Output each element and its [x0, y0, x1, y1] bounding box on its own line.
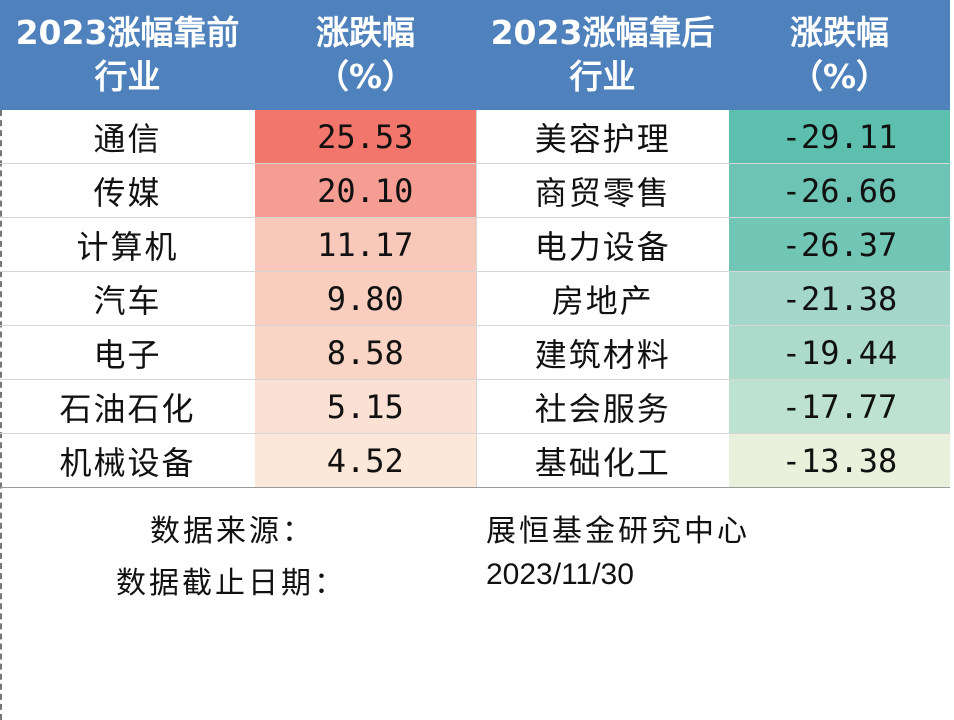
table-row: 传媒 20.10 商贸零售 -26.66 [0, 163, 950, 218]
top-industry-value: 8.58 [255, 325, 477, 380]
top-industry-name: 机械设备 [0, 433, 255, 488]
bottom-industry-name: 基础化工 [476, 433, 729, 488]
source-value: 展恒基金研究中心 [486, 514, 750, 549]
industry-performance-table: 2023涨幅靠前 行业 涨跌幅 （%） 2023涨幅靠后 行业 涨跌幅 （%） … [0, 0, 950, 488]
bottom-industry-name: 美容护理 [476, 110, 729, 164]
bottom-industry-name: 建筑材料 [476, 325, 729, 380]
top-industry-value: 11.17 [255, 217, 477, 272]
bottom-industry-value: -21.38 [729, 271, 950, 326]
table-row: 通信 25.53 美容护理 -29.11 [0, 110, 950, 164]
bottom-industry-name: 房地产 [476, 271, 729, 326]
top-industry-value: 5.15 [255, 379, 477, 434]
table-row: 汽车 9.80 房地产 -21.38 [0, 271, 950, 326]
bottom-industry-value: -17.77 [729, 379, 950, 434]
bottom-industry-name: 社会服务 [476, 379, 729, 434]
top-industry-name: 石油石化 [0, 379, 255, 434]
top-industry-name: 通信 [0, 110, 255, 164]
top-industry-value: 20.10 [255, 163, 477, 218]
top-industry-value: 25.53 [255, 110, 477, 164]
top-industry-value: 4.52 [255, 433, 477, 488]
top-industry-name: 电子 [0, 325, 255, 380]
bottom-industry-value: -26.37 [729, 217, 950, 272]
header-top-change: 涨跌幅 （%） [255, 0, 476, 110]
table-header-row: 2023涨幅靠前 行业 涨跌幅 （%） 2023涨幅靠后 行业 涨跌幅 （%） [0, 0, 950, 110]
table-row: 电子 8.58 建筑材料 -19.44 [0, 325, 950, 380]
table-row: 计算机 11.17 电力设备 -26.37 [0, 217, 950, 272]
bottom-industry-name: 电力设备 [476, 217, 729, 272]
date-label: 数据截止日期： [116, 566, 347, 601]
top-industry-name: 传媒 [0, 163, 255, 218]
header-top-industry: 2023涨幅靠前 行业 [0, 0, 255, 110]
top-industry-name: 汽车 [0, 271, 255, 326]
table-row: 石油石化 5.15 社会服务 -17.77 [0, 379, 950, 434]
top-industry-value: 9.80 [255, 271, 477, 326]
date-value: 2023/11/30 [486, 558, 634, 591]
source-label: 数据来源： [150, 514, 315, 549]
bottom-industry-value: -19.44 [729, 325, 950, 380]
bottom-industry-value: -29.11 [729, 110, 950, 164]
header-bottom-industry: 2023涨幅靠后 行业 [476, 0, 729, 110]
top-industry-name: 计算机 [0, 217, 255, 272]
table-row: 机械设备 4.52 基础化工 -13.38 [0, 433, 950, 488]
bottom-industry-value: -26.66 [729, 163, 950, 218]
header-bottom-change: 涨跌幅 （%） [729, 0, 950, 110]
bottom-industry-name: 商贸零售 [476, 163, 729, 218]
bottom-industry-value: -13.38 [729, 433, 950, 488]
